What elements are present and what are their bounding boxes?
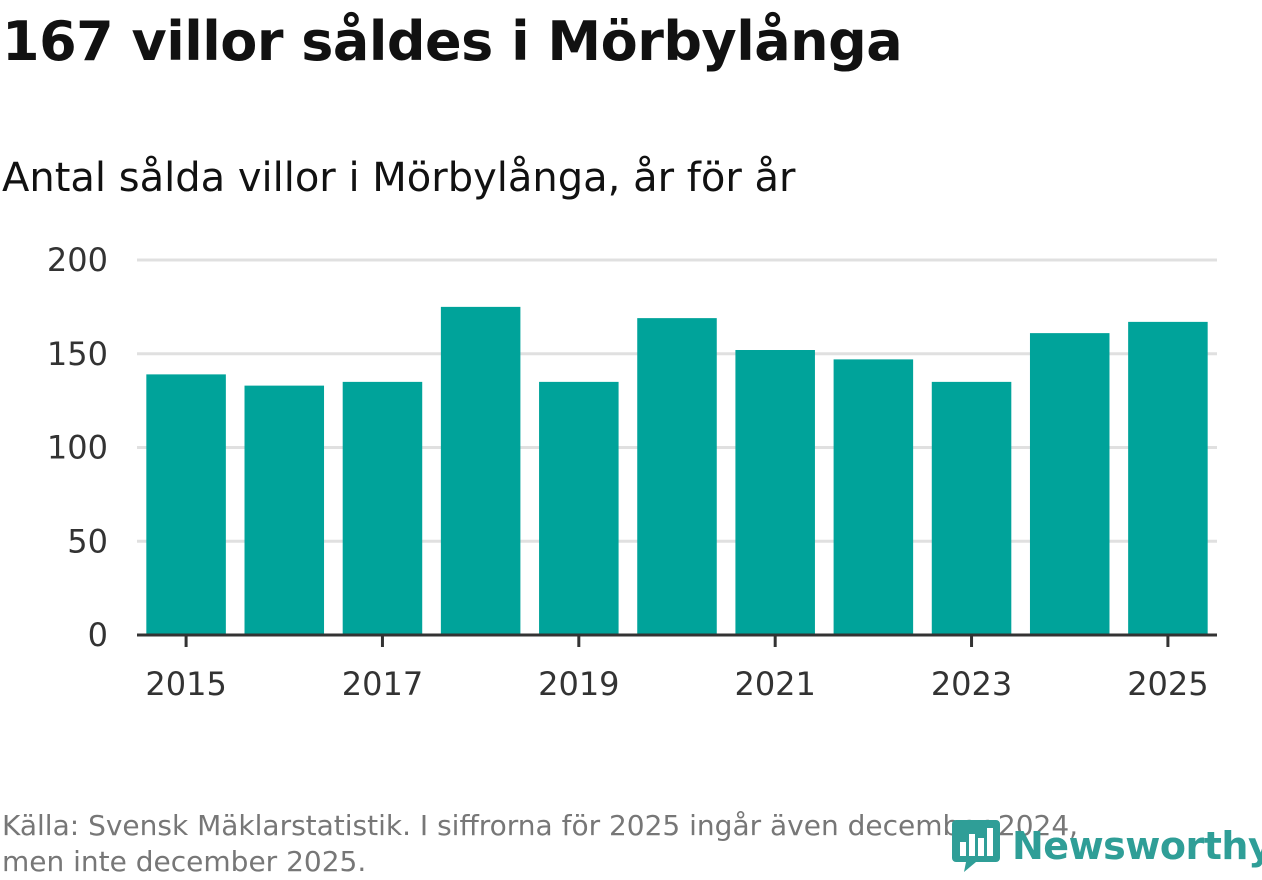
x-tick-label-2023: 2023 (931, 665, 1012, 703)
x-tick-label-2025: 2025 (1127, 665, 1208, 703)
bar-2017 (342, 381, 423, 635)
chart-subtitle: Antal sålda villor i Mörbylånga, år för … (2, 155, 796, 201)
bar-2023 (931, 381, 1012, 635)
bar-2019 (539, 381, 619, 635)
bar-2015 (146, 374, 226, 635)
y-tick-label-0: 0 (88, 616, 108, 654)
x-tick-label-2019: 2019 (538, 665, 619, 703)
bar-2018 (440, 306, 521, 635)
source-note: Källa: Svensk Mäklarstatistik. I siffror… (2, 808, 1202, 880)
source-line-1: Källa: Svensk Mäklarstatistik. I siffror… (2, 809, 1079, 842)
x-tick-label-2021: 2021 (734, 665, 815, 703)
x-tick-label-2017: 2017 (342, 665, 423, 703)
bar-2022 (833, 359, 914, 635)
chart-title: 167 villor såldes i Mörbylånga (2, 10, 903, 73)
y-tick-label-200: 200 (47, 241, 108, 279)
y-tick-label-50: 50 (67, 522, 108, 560)
bar-2016 (244, 385, 325, 635)
source-line-2: men inte december 2025. (2, 845, 367, 878)
axes: 0 50 100 150 200 2015 2017 2019 2021 2023 2025 (47, 241, 1217, 703)
bar-2025 (1128, 321, 1208, 635)
y-tick-label-150: 150 (47, 335, 108, 373)
bar-chart: 0 50 100 150 200 2015 2017 2019 2021 2023 2025 (47, 241, 1217, 703)
bars (146, 306, 1208, 635)
y-tick-label-100: 100 (47, 429, 108, 467)
newsworthy-logo-text: Newsworthy (1012, 824, 1262, 868)
newsworthy-logo: Newsworthy (950, 818, 1262, 874)
bar-2024 (1029, 333, 1110, 635)
bar-2020 (637, 318, 717, 635)
newsworthy-bar-chart-icon (952, 820, 1000, 872)
x-tick-label-2015: 2015 (145, 665, 226, 703)
bar-2021 (735, 350, 815, 635)
